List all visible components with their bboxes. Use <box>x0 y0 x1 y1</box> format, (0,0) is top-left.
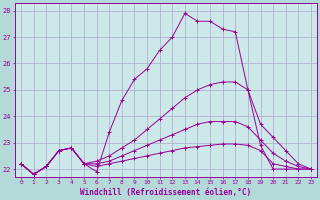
X-axis label: Windchill (Refroidissement éolien,°C): Windchill (Refroidissement éolien,°C) <box>80 188 252 197</box>
